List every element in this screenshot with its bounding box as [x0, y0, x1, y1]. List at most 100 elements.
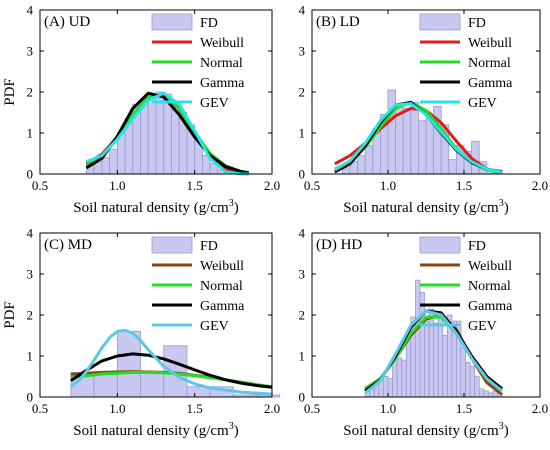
x-axis-title-close: ) [234, 423, 239, 439]
y-tick-label: 3 [27, 267, 34, 282]
y-tick-label: 4 [27, 3, 34, 18]
histogram-bar [364, 144, 374, 175]
x-tick-label: 1.5 [456, 178, 472, 193]
y-axis-title: PDF [2, 78, 18, 106]
histogram-bar [465, 361, 471, 398]
histogram-bar [428, 308, 435, 398]
legend-label-gev: GEV [200, 319, 229, 334]
y-tick-label: 2 [299, 85, 306, 100]
x-axis-title-main: Soil natural density (g/cm [73, 200, 229, 216]
histogram-bar [442, 335, 448, 398]
legend-label-fd: FD [468, 16, 486, 31]
legend-label-weibull: Weibull [200, 36, 244, 51]
histogram-bar [93, 371, 118, 398]
y-tick-label: 1 [299, 126, 306, 141]
x-tick-label: 1.0 [380, 178, 396, 193]
histogram-bar [387, 378, 393, 398]
y-axis-title: PDF [2, 301, 18, 329]
legend-swatch-fd [151, 236, 193, 254]
histogram-bar [116, 330, 141, 398]
x-tick-label: 2.0 [264, 178, 280, 193]
histogram-bar [155, 91, 165, 175]
histogram-bar [474, 376, 480, 398]
y-tick-label: 1 [299, 349, 306, 364]
histogram-bar [402, 108, 412, 175]
panel-ld: 0.5 1.0 1.5 2.0 0 1 2 3 4 (B) LD Soil natural dens… [299, 3, 549, 217]
x-axis-title-sup: 3 [499, 198, 504, 209]
legend-label-weibull: Weibull [200, 259, 244, 274]
x-axis-title: Soil natural density (g/cm3) [343, 198, 508, 216]
histogram-bar [433, 322, 439, 398]
legend-label-normal: Normal [200, 56, 243, 71]
x-axis-title-close: ) [234, 200, 239, 216]
histogram-bar [357, 155, 366, 175]
x-axis-title-sup: 3 [499, 421, 504, 432]
legend-label-gev: GEV [200, 96, 229, 111]
x-tick-label: 0.5 [32, 401, 48, 416]
gamma-curve [70, 352, 273, 389]
x-tick-label: 1.0 [109, 178, 125, 193]
legend-label-weibull: Weibull [468, 259, 512, 274]
y-tick-label: 0 [299, 390, 306, 405]
plot-area-md [69, 328, 281, 398]
histogram-bar [401, 359, 407, 398]
x-tick-label: 2.0 [532, 401, 548, 416]
x-axis-title-sup: 3 [229, 198, 234, 209]
legend-label-normal: Normal [200, 279, 243, 294]
x-tick-label: 2.0 [532, 178, 548, 193]
plot-area-ud [85, 91, 250, 176]
histogram-bar [483, 390, 489, 398]
histogram-bar [469, 365, 476, 398]
panel-title-ld: (B) LD [316, 14, 360, 30]
y-tick-label: 1 [27, 126, 34, 141]
legend-label-fd: FD [200, 239, 218, 254]
gev-curve [334, 102, 503, 174]
y-tick-label: 0 [27, 390, 34, 405]
histogram-bar [140, 371, 165, 398]
gev-curve [364, 309, 503, 395]
legend-hd: FD Weibull Normal Gamma GEV [419, 236, 513, 334]
y-tick-label: 3 [299, 267, 306, 282]
x-tick-label: 1.5 [187, 401, 203, 416]
histogram-bar [448, 159, 457, 175]
x-axis-title-main: Soil natural density (g/cm [343, 423, 499, 439]
histogram-bar [392, 357, 398, 398]
histogram-bar [425, 118, 434, 175]
x-tick-label: 1.5 [456, 401, 472, 416]
panel-title-md: (C) MD [44, 237, 92, 253]
histogram-bar [396, 357, 403, 398]
x-axis-title: Soil natural density (g/cm3) [73, 421, 238, 439]
x-tick-label: 0.5 [32, 178, 48, 193]
x-axis-title-main: Soil natural density (g/cm [73, 423, 229, 439]
legend-md: FD Weibull Normal Gamma GEV [151, 236, 245, 334]
y-tick-label: 0 [299, 167, 306, 182]
panel-title-hd: (D) HD [316, 237, 362, 253]
x-axis-title: Soil natural density (g/cm3) [73, 198, 238, 216]
legend-ld: FD Weibull Normal Gamma GEV [419, 13, 513, 111]
x-axis-title-sup: 3 [229, 421, 234, 432]
legend-swatch-fd [419, 236, 461, 254]
x-tick-label: 0.5 [304, 178, 320, 193]
legend-label-weibull: Weibull [468, 36, 512, 51]
y-tick-label: 4 [299, 3, 306, 18]
x-tick-label: 1.0 [109, 401, 125, 416]
panel-title-ud: (A) UD [44, 14, 90, 30]
histogram-bar [437, 314, 444, 398]
panel-ud: 0.5 1.0 1.5 2.0 0 1 2 3 4 (A) UD Soil natural dens… [2, 3, 280, 217]
gev-curve [69, 328, 273, 396]
histogram-bar [387, 89, 396, 175]
legend-label-fd: FD [200, 16, 218, 31]
legend-label-normal: Normal [468, 56, 511, 71]
legend-swatch-fd [151, 13, 193, 31]
y-tick-label: 0 [27, 167, 34, 182]
y-tick-label: 2 [27, 308, 34, 323]
gev-curve [85, 91, 249, 176]
plot-area-hd [364, 279, 503, 398]
legend-swatch-fd [419, 13, 461, 31]
x-axis-title-close: ) [504, 200, 509, 216]
legend-label-gev: GEV [468, 96, 497, 111]
histogram-bar [140, 101, 149, 175]
legend-label-gev: GEV [468, 319, 497, 334]
legend-label-gamma: Gamma [468, 299, 513, 314]
